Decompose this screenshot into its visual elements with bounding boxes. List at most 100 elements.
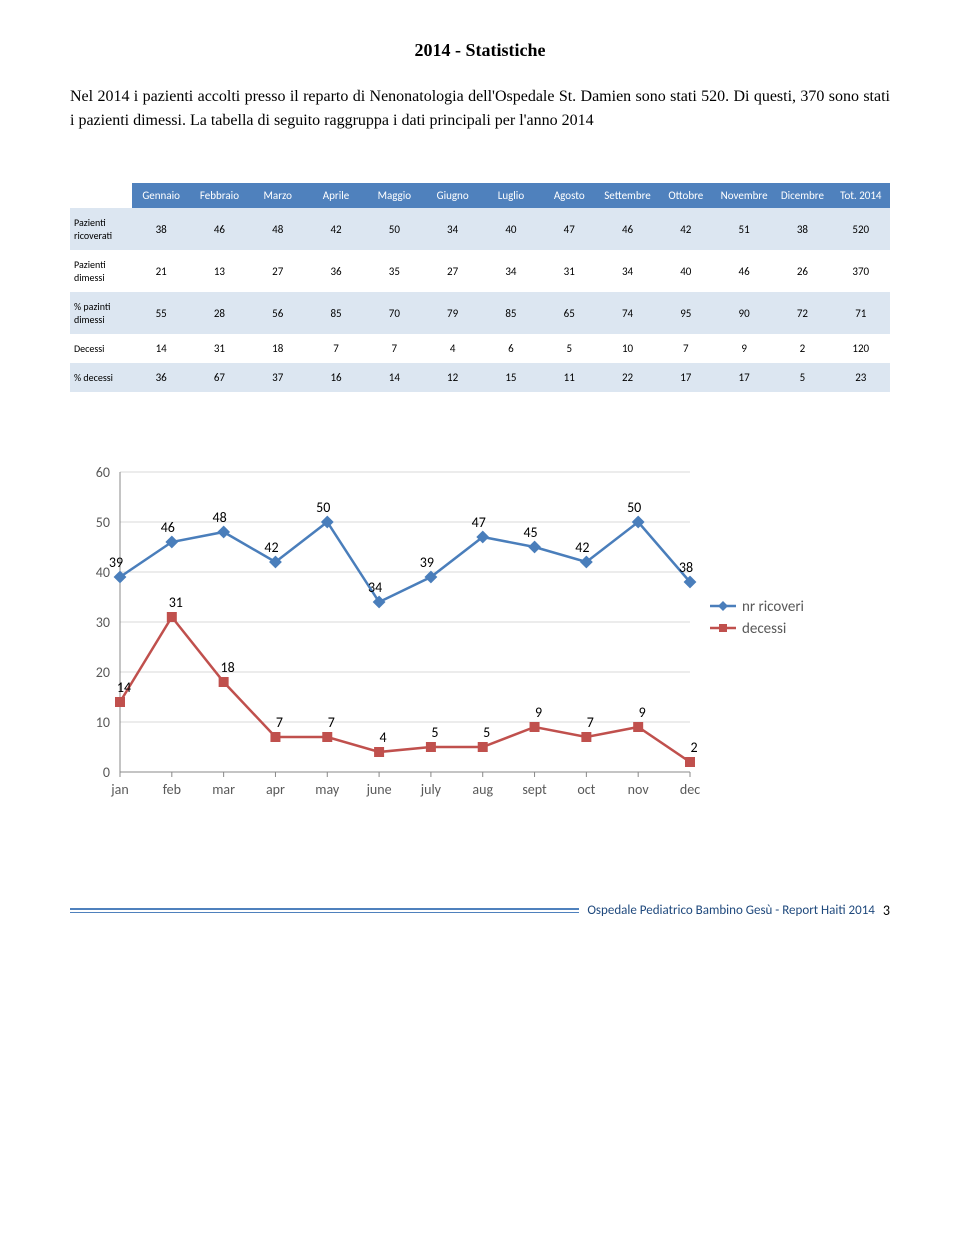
table-cell: 27	[423, 250, 481, 292]
table-cell: 31	[540, 250, 598, 292]
table-row-label: % decessi	[70, 363, 132, 392]
table-cell: 40	[482, 208, 540, 250]
table-cell: 4	[423, 334, 481, 363]
table-cell: 5	[540, 334, 598, 363]
table-cell: 38	[773, 208, 831, 250]
table-cell: 74	[598, 292, 656, 334]
table-cell: 90	[715, 292, 773, 334]
table-cell: 6	[482, 334, 540, 363]
table-cell: 14	[365, 363, 423, 392]
svg-text:42: 42	[575, 539, 589, 556]
svg-text:48: 48	[213, 509, 227, 526]
svg-text:42: 42	[264, 539, 278, 556]
page-title: 2014 - Statistiche	[70, 40, 890, 61]
svg-text:sept: sept	[522, 781, 547, 798]
svg-text:dec: dec	[680, 781, 700, 798]
svg-text:may: may	[315, 781, 340, 798]
table-cell: 36	[132, 363, 190, 392]
table-cell: 36	[307, 250, 365, 292]
svg-text:50: 50	[96, 514, 110, 531]
svg-text:9: 9	[535, 704, 542, 721]
svg-text:decessi: decessi	[742, 620, 786, 638]
table-cell: 28	[190, 292, 248, 334]
table-column-header: Dicembre	[773, 183, 831, 208]
page-footer: Ospedale Pediatrico Bambino Gesù - Repor…	[70, 902, 890, 919]
table-cell: 37	[249, 363, 307, 392]
svg-text:4: 4	[380, 729, 387, 746]
table-cell: 79	[423, 292, 481, 334]
table-row: Pazienti ricoverati384648425034404746425…	[70, 208, 890, 250]
table-row-label: % pazinti dimessi	[70, 292, 132, 334]
svg-text:mar: mar	[212, 781, 235, 798]
table-cell: 51	[715, 208, 773, 250]
svg-text:50: 50	[627, 499, 641, 516]
table-cell: 7	[365, 334, 423, 363]
svg-text:20: 20	[96, 664, 110, 681]
table-cell: 70	[365, 292, 423, 334]
table-cell: 2	[773, 334, 831, 363]
table-column-header: Tot. 2014	[832, 183, 890, 208]
table-cell: 42	[307, 208, 365, 250]
table-cell: 34	[598, 250, 656, 292]
footer-text: Ospedale Pediatrico Bambino Gesù - Repor…	[587, 903, 875, 918]
table-cell: 56	[249, 292, 307, 334]
table-row-label: Pazienti ricoverati	[70, 208, 132, 250]
table-cell: 67	[190, 363, 248, 392]
svg-text:38: 38	[679, 559, 693, 576]
table-cell: 15	[482, 363, 540, 392]
svg-text:2: 2	[690, 739, 697, 756]
table-column-header: Giugno	[423, 183, 481, 208]
table-cell: 26	[773, 250, 831, 292]
svg-text:oct: oct	[577, 781, 595, 798]
table-cell: 47	[540, 208, 598, 250]
table-cell: 34	[423, 208, 481, 250]
svg-text:0: 0	[103, 764, 110, 781]
svg-text:18: 18	[221, 659, 235, 676]
table-column-header: Luglio	[482, 183, 540, 208]
table-row: % pazinti dimessi55285685707985657495907…	[70, 292, 890, 334]
table-cell: 22	[598, 363, 656, 392]
table-column-header: Febbraio	[190, 183, 248, 208]
table-cell: 65	[540, 292, 598, 334]
table-row-label: Pazienti dimessi	[70, 250, 132, 292]
table-cell: 48	[249, 208, 307, 250]
table-cell: 31	[190, 334, 248, 363]
svg-text:jan: jan	[110, 781, 128, 798]
svg-text:50: 50	[316, 499, 330, 516]
table-cell: 21	[132, 250, 190, 292]
table-column-header: Novembre	[715, 183, 773, 208]
table-cell: 46	[598, 208, 656, 250]
table-row: Decessi1431187746510792120	[70, 334, 890, 363]
svg-text:7: 7	[587, 714, 594, 731]
svg-text:nr ricoveri: nr ricoveri	[742, 598, 804, 616]
table-cell: 50	[365, 208, 423, 250]
table-cell: 85	[307, 292, 365, 334]
table-cell: 7	[657, 334, 715, 363]
svg-text:feb: feb	[163, 781, 181, 798]
svg-text:14: 14	[117, 679, 131, 696]
table-column-header: Settembre	[598, 183, 656, 208]
svg-text:5: 5	[483, 724, 490, 741]
svg-text:9: 9	[639, 704, 646, 721]
svg-text:45: 45	[523, 524, 537, 541]
svg-text:june: june	[366, 781, 392, 798]
table-cell: 42	[657, 208, 715, 250]
svg-text:7: 7	[328, 714, 335, 731]
svg-text:31: 31	[169, 594, 183, 611]
table-cell: 11	[540, 363, 598, 392]
table-cell: 5	[773, 363, 831, 392]
table-cell: 12	[423, 363, 481, 392]
table-cell: 120	[832, 334, 890, 363]
table-cell: 34	[482, 250, 540, 292]
svg-text:10: 10	[96, 714, 110, 731]
table-cell: 95	[657, 292, 715, 334]
table-cell: 520	[832, 208, 890, 250]
table-cell: 72	[773, 292, 831, 334]
svg-text:nov: nov	[628, 781, 650, 798]
svg-text:60: 60	[96, 464, 110, 481]
table-cell: 46	[715, 250, 773, 292]
table-cell: 27	[249, 250, 307, 292]
table-cell: 35	[365, 250, 423, 292]
table-column-header: Marzo	[249, 183, 307, 208]
table-cell: 55	[132, 292, 190, 334]
